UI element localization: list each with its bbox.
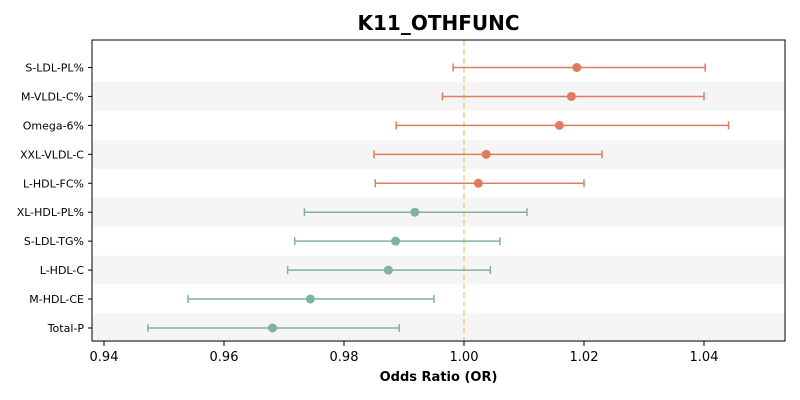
data-points	[268, 62, 582, 333]
or-point	[572, 62, 582, 72]
x-tick-label: 0.96	[210, 350, 239, 365]
y-axis-ticks: S-LDL-PL% M-VLDL-C% Omega-6% XXL-VLDL-C L-HD…	[17, 61, 92, 335]
plot-frame	[91, 39, 786, 342]
y-tick-label: Omega-6%	[23, 119, 84, 132]
x-axis-ticks: 0.94 0.96 0.98 1.00 1.02 1.04	[90, 341, 719, 365]
x-tick-label: 0.94	[90, 350, 119, 365]
or-point	[383, 265, 393, 275]
chart-title: K11_OTHFUNC	[357, 11, 519, 35]
y-tick-label: XL-HDL-PL%	[17, 206, 84, 219]
y-tick-label: M-VLDL-C%	[21, 90, 84, 103]
or-point	[473, 178, 483, 188]
or-point	[410, 207, 420, 217]
or-point	[305, 294, 315, 304]
y-tick-label: XXL-VLDL-C	[20, 148, 84, 161]
x-tick-label: 1.02	[570, 350, 599, 365]
x-tick-label: 1.00	[450, 350, 479, 365]
or-point	[391, 236, 401, 246]
y-tick-label: Total-P	[47, 322, 85, 335]
y-tick-label: L-HDL-C	[40, 264, 85, 277]
y-tick-label: S-LDL-PL%	[25, 61, 84, 74]
or-point	[481, 149, 491, 159]
x-tick-label: 0.98	[330, 350, 359, 365]
x-axis-label: Odds Ratio (OR)	[380, 370, 498, 385]
y-tick-label: L-HDL-FC%	[23, 177, 84, 190]
x-tick-label: 1.04	[690, 350, 719, 365]
or-point	[268, 323, 278, 333]
y-tick-label: M-HDL-CE	[29, 293, 84, 306]
or-point	[554, 120, 564, 130]
y-tick-label: S-LDL-TG%	[24, 235, 84, 248]
or-point	[566, 91, 576, 101]
